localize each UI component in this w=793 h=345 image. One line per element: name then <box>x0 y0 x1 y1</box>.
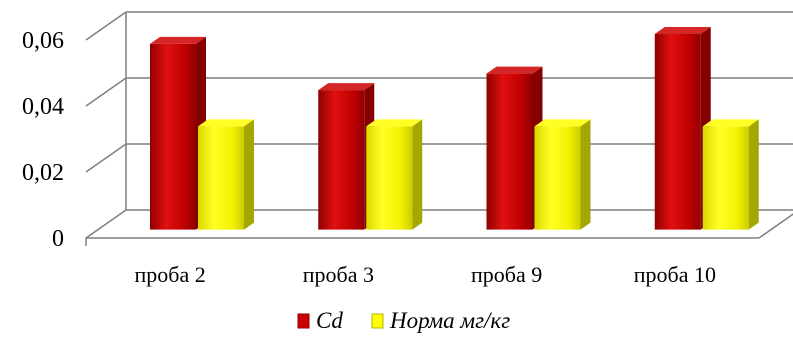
bar-top-face <box>198 119 254 127</box>
legend: Cd Норма мг/кг <box>297 308 510 333</box>
bar-side-face <box>412 119 423 230</box>
labels-layer: 0 0,02 0,04 0,06 проба 2 проба 3 проба 9 проба … <box>22 28 716 287</box>
bar-norm <box>198 119 254 230</box>
bar-front-face <box>486 73 533 230</box>
x-category-label: проба 2 <box>135 262 206 287</box>
bar-side-face <box>580 119 591 230</box>
legend-item: Cd <box>297 308 343 333</box>
bar-cd <box>486 66 543 230</box>
gridline-depth <box>85 11 127 41</box>
bar-top-face <box>654 27 711 34</box>
bar-front-face <box>150 43 196 230</box>
bar-top-face <box>366 119 423 127</box>
x-category-label: проба 10 <box>634 262 716 287</box>
bar-top-face <box>702 119 759 127</box>
x-category-label: проба 3 <box>303 262 374 287</box>
legend-item: Норма мг/кг <box>371 308 510 333</box>
y-tick-label: 0,06 <box>22 28 64 54</box>
bar-front-face <box>318 90 365 230</box>
gridline-depth <box>85 77 127 107</box>
bar-norm <box>702 119 759 230</box>
legend-label: Норма мг/кг <box>389 308 510 333</box>
bar-top-face <box>534 119 591 127</box>
legend-label: Cd <box>316 308 343 333</box>
bar-front-face <box>534 126 581 230</box>
bar-front-face <box>198 126 244 230</box>
legend-swatch <box>371 313 384 329</box>
gridline-depth <box>85 143 127 173</box>
bar-front-face <box>654 34 701 230</box>
y-tick-label: 0 <box>52 226 64 252</box>
bar-front-face <box>702 126 749 230</box>
gridline-depth <box>85 209 127 239</box>
bar-top-face <box>486 66 543 74</box>
bar-side-face <box>244 119 254 230</box>
bar-top-face <box>318 83 375 91</box>
bar-norm <box>366 119 423 230</box>
bars-layer <box>150 27 759 230</box>
floor-right-edge <box>758 213 793 239</box>
bar-side-face <box>748 119 759 230</box>
bar-cd <box>318 83 375 230</box>
x-category-label: проба 9 <box>471 262 542 287</box>
bar-norm <box>534 119 591 230</box>
legend-swatch <box>297 313 310 329</box>
bar-front-face <box>366 126 413 230</box>
bar-cd <box>150 36 206 230</box>
y-tick-label: 0,04 <box>22 94 64 120</box>
bar-top-face <box>150 36 206 44</box>
y-tick-label: 0,02 <box>22 160 64 186</box>
bar-cd <box>654 27 711 230</box>
